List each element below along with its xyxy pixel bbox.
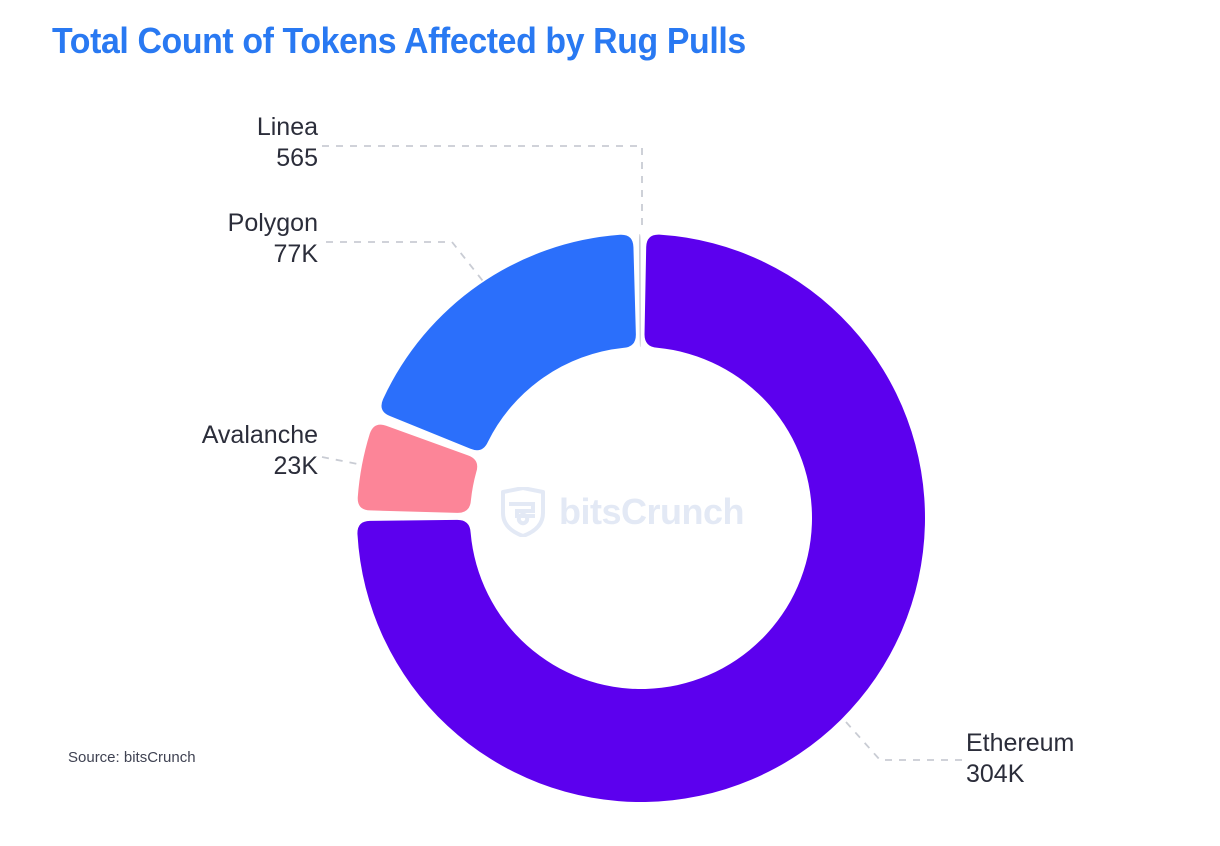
callout-polygon-name: Polygon	[227, 209, 318, 237]
callout-linea: Linea 565	[108, 112, 318, 173]
leader-line-linea	[322, 145, 643, 232]
callout-linea-name: Linea	[256, 113, 318, 141]
callout-linea-value: 565	[276, 143, 318, 172]
callout-ethereum-value: 304K	[966, 759, 1025, 788]
callout-avalanche-name: Avalanche	[201, 421, 318, 449]
callout-ethereum: Ethereum 304K	[966, 728, 1196, 789]
callout-polygon-value: 77K	[273, 239, 318, 268]
leader-line-polygon	[326, 241, 491, 291]
donut-slice-linea[interactable]	[638, 233, 641, 347]
donut-slice-avalanche[interactable]	[357, 424, 478, 513]
page-title: Total Count of Tokens Affected by Rug Pu…	[52, 20, 746, 61]
donut-slice-polygon[interactable]	[381, 234, 636, 451]
leader-line-ethereum	[845, 721, 962, 761]
source-note: Source: bitsCrunch	[68, 749, 196, 766]
callout-avalanche-value: 23K	[273, 451, 318, 480]
callout-avalanche: Avalanche 23K	[100, 420, 318, 481]
donut-slice-ethereum[interactable]	[357, 234, 926, 803]
donut-slices	[357, 233, 926, 803]
leader-line-avalanche	[321, 456, 369, 467]
callout-polygon: Polygon 77K	[108, 208, 318, 269]
callout-ethereum-name: Ethereum	[966, 729, 1075, 757]
leader-lines	[321, 145, 962, 761]
